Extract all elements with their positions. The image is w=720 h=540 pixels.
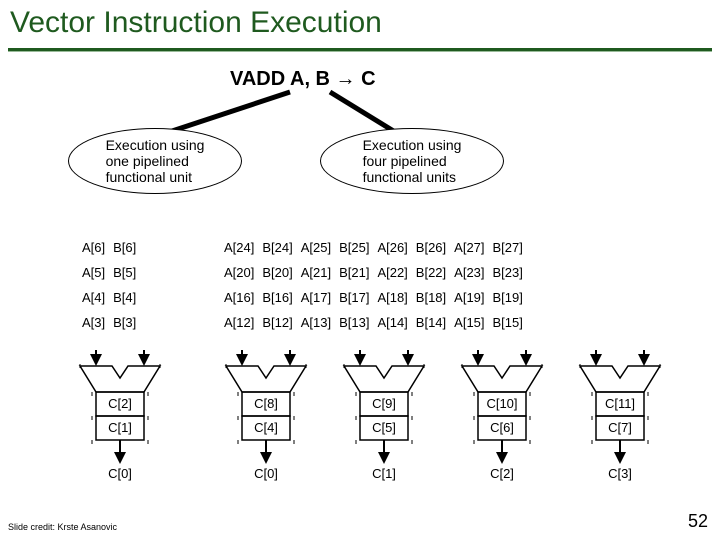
cell: B[18]: [412, 285, 450, 310]
pipe-output: C[0]: [218, 466, 314, 481]
pipeline-unit-r0: C[8] C[4] C[0]: [218, 350, 314, 470]
cell: A[13]: [297, 310, 335, 335]
cell: A[27]: [450, 235, 488, 260]
pipe-label-1: C[8]: [218, 396, 314, 411]
cell: B[17]: [335, 285, 373, 310]
cell: A[12]: [220, 310, 258, 335]
cell: B[22]: [412, 260, 450, 285]
table-row: A[20]B[20] A[21]B[21] A[22]B[22] A[23]B[…: [220, 260, 527, 285]
pipe-label-2: C[4]: [218, 420, 314, 435]
ellipse-one-unit: Execution usingone pipelinedfunctional u…: [68, 128, 242, 194]
cell: B[27]: [489, 235, 527, 260]
cell: B[16]: [258, 285, 296, 310]
pipeline-svg: [218, 350, 314, 480]
cell: A[5]: [78, 260, 109, 285]
slide: Vector Instruction Execution VADD A, B →…: [0, 0, 720, 540]
table-row: A[5]B[5]: [78, 260, 140, 285]
pipeline-svg: [72, 350, 168, 480]
vadd-heading: VADD A, B → C: [230, 68, 376, 91]
cell: B[6]: [109, 235, 140, 260]
pipeline-unit-r3: C[11] C[7] C[3]: [572, 350, 668, 470]
operand-table-left: A[6]B[6] A[5]B[5] A[4]B[4] A[3]B[3]: [78, 235, 140, 335]
cell: B[12]: [258, 310, 296, 335]
table-row: A[4]B[4]: [78, 285, 140, 310]
cell: A[3]: [78, 310, 109, 335]
cell: B[3]: [109, 310, 140, 335]
operand-table-right: A[24]B[24] A[25]B[25] A[26]B[26] A[27]B[…: [220, 235, 527, 335]
pipe-label-1: C[10]: [454, 396, 550, 411]
cell: A[23]: [450, 260, 488, 285]
ellipse-one-text: Execution usingone pipelinedfunctional u…: [106, 137, 205, 185]
table-row: A[24]B[24] A[25]B[25] A[26]B[26] A[27]B[…: [220, 235, 527, 260]
cell: A[22]: [373, 260, 411, 285]
cell: A[4]: [78, 285, 109, 310]
cell: B[24]: [258, 235, 296, 260]
slide-title: Vector Instruction Execution: [10, 6, 382, 40]
pipeline-svg: [336, 350, 432, 480]
pipe-label-2: C[7]: [572, 420, 668, 435]
cell: B[19]: [489, 285, 527, 310]
pipeline-unit-r2: C[10] C[6] C[2]: [454, 350, 550, 470]
pipe-label-2: C[5]: [336, 420, 432, 435]
cell: A[19]: [450, 285, 488, 310]
pipe-output: C[0]: [72, 466, 168, 481]
cell: A[26]: [373, 235, 411, 260]
pipe-output: C[1]: [336, 466, 432, 481]
ellipse-four-units: Execution usingfour pipelinedfunctional …: [320, 128, 504, 194]
cell: B[25]: [335, 235, 373, 260]
cell: B[14]: [412, 310, 450, 335]
slide-number: 52: [688, 511, 708, 532]
cell: A[17]: [297, 285, 335, 310]
cell: A[14]: [373, 310, 411, 335]
cell: B[15]: [489, 310, 527, 335]
pipe-label-2: C[6]: [454, 420, 550, 435]
cell: B[23]: [489, 260, 527, 285]
ellipse-four-text: Execution usingfour pipelinedfunctional …: [363, 137, 462, 185]
cell: B[20]: [258, 260, 296, 285]
cell: B[4]: [109, 285, 140, 310]
table-row: A[3]B[3]: [78, 310, 140, 335]
cell: A[16]: [220, 285, 258, 310]
cell: A[18]: [373, 285, 411, 310]
cell: A[20]: [220, 260, 258, 285]
cell: A[21]: [297, 260, 335, 285]
title-rule: [8, 48, 712, 52]
cell: A[25]: [297, 235, 335, 260]
slide-credit: Slide credit: Krste Asanovic: [8, 522, 117, 532]
pipe-label-1: C[9]: [336, 396, 432, 411]
table-row: A[16]B[16] A[17]B[17] A[18]B[18] A[19]B[…: [220, 285, 527, 310]
pipe-label-1: C[2]: [72, 396, 168, 411]
cell: A[24]: [220, 235, 258, 260]
cell: B[26]: [412, 235, 450, 260]
pipeline-unit-r1: C[9] C[5] C[1]: [336, 350, 432, 470]
pipeline-unit-left: C[2] C[1] C[0]: [72, 350, 168, 470]
table-row: A[12]B[12] A[13]B[13] A[14]B[14] A[15]B[…: [220, 310, 527, 335]
cell: A[6]: [78, 235, 109, 260]
cell: A[15]: [450, 310, 488, 335]
cell: B[13]: [335, 310, 373, 335]
pipe-label-2: C[1]: [72, 420, 168, 435]
pipe-output: C[2]: [454, 466, 550, 481]
pipeline-svg: [572, 350, 668, 480]
cell: B[21]: [335, 260, 373, 285]
pipeline-svg: [454, 350, 550, 480]
table-row: A[6]B[6]: [78, 235, 140, 260]
pipe-label-1: C[11]: [572, 396, 668, 411]
cell: B[5]: [109, 260, 140, 285]
pipe-output: C[3]: [572, 466, 668, 481]
